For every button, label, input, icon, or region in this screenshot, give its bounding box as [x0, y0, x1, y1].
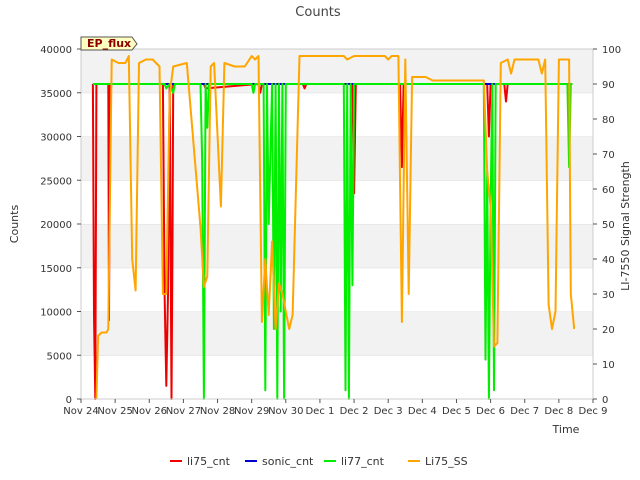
y2-tick-label: 40: [602, 255, 615, 266]
x-tick-label: Dec 9: [579, 406, 608, 417]
y2-tick-label: 70: [602, 150, 615, 161]
badge-label: EP_flux: [87, 37, 131, 50]
x-tick-label: Dec 3: [374, 406, 403, 417]
legend-label-sonic_cnt: sonic_cnt: [262, 455, 314, 468]
x-tick-label: Nov 24: [63, 406, 98, 417]
x-tick-label: Dec 6: [476, 406, 505, 417]
y-tick-label: 30000: [40, 133, 72, 144]
x-tick-label: Nov 27: [166, 406, 201, 417]
x-tick-label: Nov 29: [234, 406, 269, 417]
y-axis-label: Counts: [8, 205, 21, 244]
grid-band: [81, 311, 593, 356]
x-tick-label: Dec 4: [408, 406, 437, 417]
grid-band: [81, 180, 593, 224]
y-tick-label: 0: [66, 395, 72, 406]
badge-box: [80, 36, 138, 51]
y2-tick-label: 50: [602, 220, 615, 231]
x-tick-label: Nov 25: [97, 406, 132, 417]
legend-label-Li75_SS: Li75_SS: [425, 455, 468, 468]
y-tick-label: 10000: [40, 308, 72, 319]
y2-tick-label: 0: [602, 395, 608, 406]
legend: li75_cnt sonic_cnt li77_cnt Li75_SS: [170, 455, 468, 468]
y2-tick-label: 80: [602, 115, 615, 126]
ep-flux-badge: EP_flux: [80, 36, 138, 51]
y2-tick-label: 60: [602, 185, 615, 196]
y2-tick-label: 90: [602, 80, 615, 91]
series-line-Li75_SS: [95, 55, 576, 400]
x-tick-label: Nov 30: [268, 406, 303, 417]
grid-band: [81, 136, 593, 181]
x-tick-label: Nov 26: [132, 406, 167, 417]
grid-band: [81, 92, 593, 137]
y-tick-label: 15000: [40, 264, 72, 275]
y2-tick-label: 100: [602, 45, 621, 56]
x-axis-label: Time: [552, 423, 580, 436]
x-tick-label: Nov 28: [200, 406, 235, 417]
legend-label-li77_cnt: li77_cnt: [341, 455, 385, 468]
y-tick-label: 40000: [40, 45, 72, 56]
y-tick-label: 25000: [40, 176, 72, 187]
y2-tick-label: 20: [602, 325, 615, 336]
x-tick-label: Dec 7: [510, 406, 539, 417]
legend-label-li75_cnt: li75_cnt: [187, 455, 231, 468]
y-tick-label: 35000: [40, 89, 72, 100]
y-tick-label: 20000: [40, 220, 72, 231]
y2-tick-label: 10: [602, 360, 615, 371]
x-tick-label: Dec 1: [305, 406, 334, 417]
y2-axis-label: LI-7550 Signal Strength: [619, 161, 632, 291]
x-tick-label: Dec 2: [340, 406, 369, 417]
grid-band: [81, 355, 593, 399]
grid-band: [81, 267, 593, 312]
x-tick-label: Dec 8: [544, 406, 573, 417]
grid-band: [81, 224, 593, 268]
series-line-li77_cnt: [92, 83, 573, 400]
chart-title: Counts: [295, 5, 341, 20]
x-tick-label: Dec 5: [442, 406, 471, 417]
y2-tick-label: 30: [602, 290, 615, 301]
y-tick-label: 5000: [47, 351, 72, 362]
